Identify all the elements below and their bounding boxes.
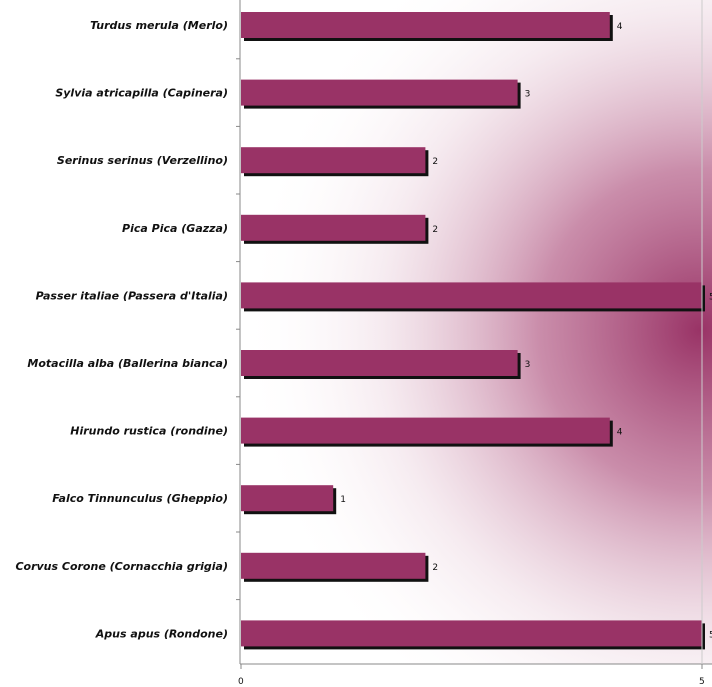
category-label: Turdus merula (Merlo) xyxy=(90,19,228,32)
data-label: 2 xyxy=(432,563,438,573)
bar xyxy=(241,620,702,647)
data-label: 3 xyxy=(525,90,531,100)
bar xyxy=(241,350,518,376)
category-label: Serinus serinus (Verzellino) xyxy=(57,154,228,167)
category-label: Motacilla alba (Ballerina bianca) xyxy=(27,357,228,370)
category-label: Passer italiae (Passera d'Italia) xyxy=(36,289,228,302)
data-label: 4 xyxy=(617,22,623,32)
data-label: 3 xyxy=(525,360,531,370)
category-label: Hirundo rustica (rondine) xyxy=(70,425,228,438)
data-label: 2 xyxy=(432,225,438,235)
category-label: Sylvia atricapilla (Capinera) xyxy=(55,87,228,100)
bar xyxy=(241,282,702,309)
bar xyxy=(241,214,426,241)
bar xyxy=(241,552,426,579)
data-label: 5 xyxy=(709,292,712,302)
category-label: Falco Tinnunculus (Gheppio) xyxy=(52,492,228,505)
category-label: Pica Pica (Gazza) xyxy=(122,222,228,235)
category-label: Corvus Corone (Cornacchia grigia) xyxy=(15,560,228,573)
x-tick-label: 0 xyxy=(238,677,244,687)
bars-layer: Turdus merula (Merlo) 4 Sylvia atricapilla… xyxy=(15,12,712,650)
bar xyxy=(241,417,610,444)
bar xyxy=(241,12,610,38)
data-label: 2 xyxy=(432,157,438,167)
bar xyxy=(241,79,518,106)
data-label: 5 xyxy=(709,630,712,640)
category-label: Apus apus (Rondone) xyxy=(95,627,228,640)
x-tick-label: 5 xyxy=(699,677,705,687)
bar xyxy=(241,147,426,174)
data-label: 4 xyxy=(617,428,623,438)
bar xyxy=(241,485,334,512)
data-label: 1 xyxy=(340,495,346,505)
